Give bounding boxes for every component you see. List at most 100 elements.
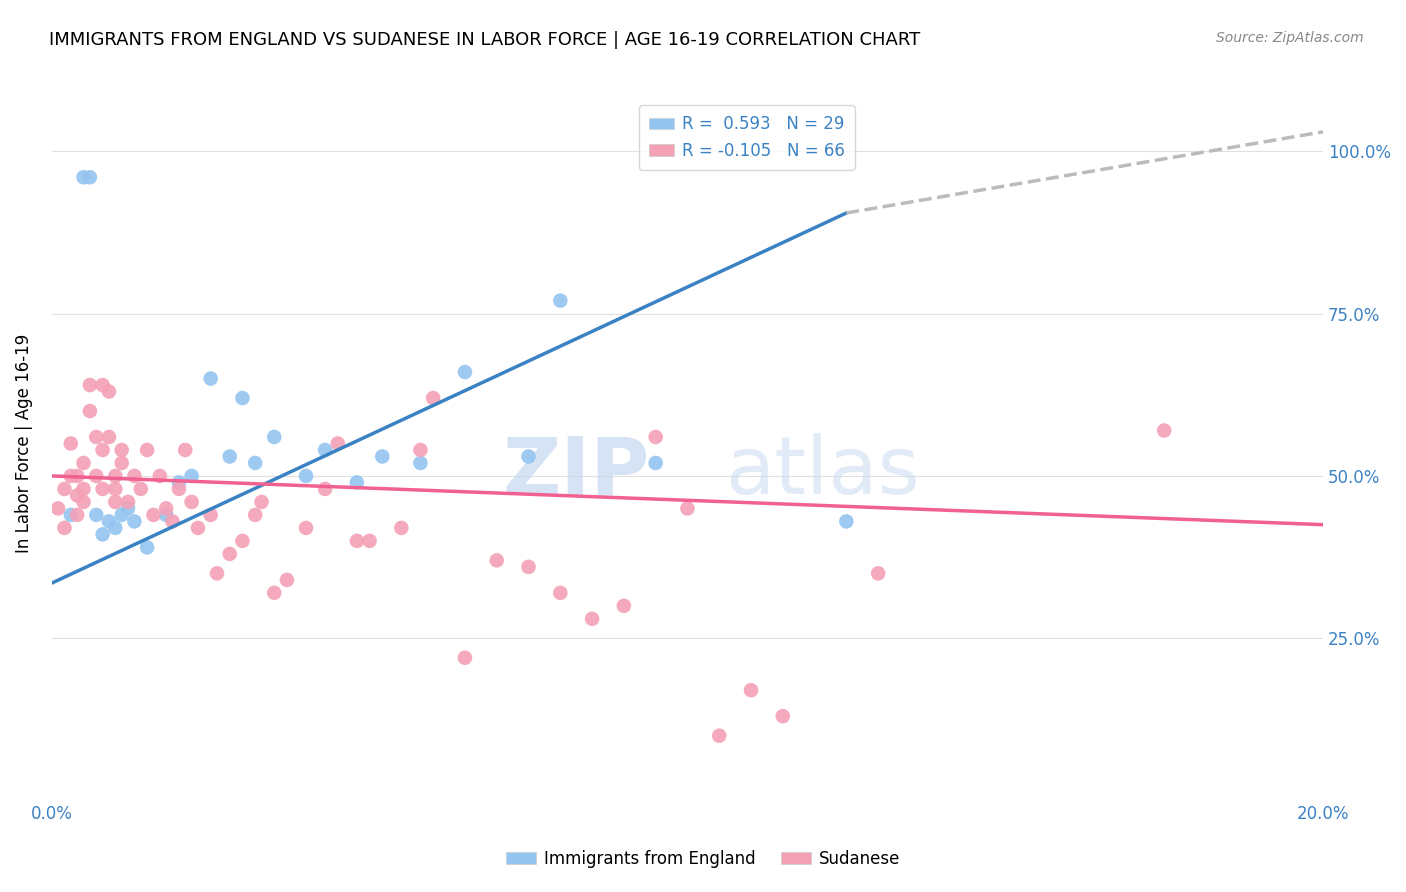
Point xyxy=(709,729,731,743)
Point xyxy=(276,573,298,587)
Point xyxy=(346,475,368,490)
Point xyxy=(66,488,89,502)
Legend: Immigrants from England, Sudanese: Immigrants from England, Sudanese xyxy=(499,844,907,875)
Point xyxy=(243,508,266,522)
Point xyxy=(517,559,540,574)
Point xyxy=(136,541,159,555)
Point xyxy=(72,456,94,470)
Point xyxy=(59,469,82,483)
Point xyxy=(155,501,177,516)
Point xyxy=(676,501,699,516)
Point xyxy=(72,482,94,496)
Point xyxy=(149,469,172,483)
Point xyxy=(111,456,134,470)
Point xyxy=(72,495,94,509)
Point xyxy=(359,533,381,548)
Point xyxy=(371,450,394,464)
Point xyxy=(84,469,107,483)
Text: atlas: atlas xyxy=(725,433,920,511)
Point xyxy=(295,469,318,483)
Point xyxy=(231,533,253,548)
Point xyxy=(740,683,762,698)
Point xyxy=(129,482,152,496)
Point xyxy=(314,482,336,496)
Point xyxy=(454,650,477,665)
Point xyxy=(550,586,572,600)
Legend: R =  0.593   N = 29, R = -0.105   N = 66: R = 0.593 N = 29, R = -0.105 N = 66 xyxy=(638,105,855,169)
Point xyxy=(111,442,134,457)
Point xyxy=(868,566,890,581)
Point xyxy=(142,508,165,522)
Point xyxy=(187,521,209,535)
Point xyxy=(180,495,202,509)
Point xyxy=(117,501,139,516)
Point xyxy=(91,442,114,457)
Y-axis label: In Labor Force | Age 16-19: In Labor Force | Age 16-19 xyxy=(15,334,32,553)
Point xyxy=(295,521,318,535)
Point xyxy=(167,475,190,490)
Point xyxy=(53,482,76,496)
Point xyxy=(66,508,89,522)
Point xyxy=(72,170,94,185)
Point xyxy=(111,508,134,522)
Text: ZIP: ZIP xyxy=(502,433,650,511)
Point xyxy=(59,508,82,522)
Point xyxy=(644,430,666,444)
Point xyxy=(97,430,120,444)
Point xyxy=(59,436,82,450)
Point xyxy=(250,495,273,509)
Point xyxy=(162,515,184,529)
Point xyxy=(346,533,368,548)
Text: IMMIGRANTS FROM ENGLAND VS SUDANESE IN LABOR FORCE | AGE 16-19 CORRELATION CHART: IMMIGRANTS FROM ENGLAND VS SUDANESE IN L… xyxy=(49,31,921,49)
Point xyxy=(218,450,240,464)
Point xyxy=(53,521,76,535)
Point xyxy=(231,391,253,405)
Point xyxy=(1153,424,1175,438)
Point xyxy=(124,515,146,529)
Point xyxy=(205,566,228,581)
Point xyxy=(550,293,572,308)
Point xyxy=(454,365,477,379)
Point xyxy=(124,469,146,483)
Point xyxy=(581,612,603,626)
Point xyxy=(66,469,89,483)
Point xyxy=(263,430,285,444)
Point xyxy=(104,469,127,483)
Point xyxy=(117,495,139,509)
Point xyxy=(97,384,120,399)
Point xyxy=(167,482,190,496)
Point xyxy=(772,709,794,723)
Point xyxy=(46,501,69,516)
Point xyxy=(218,547,240,561)
Point xyxy=(91,378,114,392)
Point xyxy=(243,456,266,470)
Point xyxy=(97,515,120,529)
Text: Source: ZipAtlas.com: Source: ZipAtlas.com xyxy=(1216,31,1364,45)
Point xyxy=(409,442,432,457)
Point xyxy=(422,391,444,405)
Point xyxy=(136,442,159,457)
Point xyxy=(409,456,432,470)
Point xyxy=(389,521,412,535)
Point xyxy=(200,371,222,385)
Point xyxy=(91,527,114,541)
Point xyxy=(180,469,202,483)
Point xyxy=(104,495,127,509)
Point xyxy=(644,456,666,470)
Point xyxy=(104,482,127,496)
Point xyxy=(91,482,114,496)
Point xyxy=(326,436,349,450)
Point xyxy=(104,521,127,535)
Point xyxy=(84,508,107,522)
Point xyxy=(79,378,101,392)
Point xyxy=(263,586,285,600)
Point xyxy=(79,170,101,185)
Point xyxy=(155,508,177,522)
Point xyxy=(613,599,636,613)
Point xyxy=(84,430,107,444)
Point xyxy=(835,515,858,529)
Point xyxy=(314,442,336,457)
Point xyxy=(517,450,540,464)
Point xyxy=(79,404,101,418)
Point xyxy=(485,553,508,567)
